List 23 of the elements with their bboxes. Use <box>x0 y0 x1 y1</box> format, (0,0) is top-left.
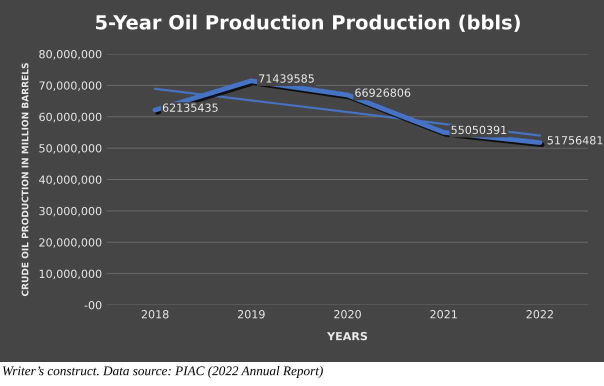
data-label: 66926806 <box>355 88 410 97</box>
y-tick-label: 10,000,000 <box>40 270 102 280</box>
x-tick-label: 2019 <box>238 310 265 318</box>
chart-title: 5-Year Oil Production Production (bbls) <box>96 14 520 32</box>
x-tick-label: 2018 <box>142 310 168 318</box>
y-tick-label: 20,000,000 <box>39 238 102 248</box>
x-tick-label: 2020 <box>334 310 361 318</box>
y-tick-label: -00 <box>84 300 102 310</box>
y-axis-title: CRUDE OIL PRODUCTION IN MILLION BARRELS <box>22 63 28 296</box>
data-label: 71439585 <box>259 74 314 83</box>
text: Writer’s construct. Data source: PIAC (2022 Annual Report) <box>2 366 323 378</box>
y-tick-label: 70,000,000 <box>39 81 102 91</box>
x-axis-title: YEARS <box>326 332 368 340</box>
y-tick-label: 30,000,000 <box>39 206 102 216</box>
y-tick-label: 60,000,000 <box>39 112 102 122</box>
y-tick-label: 40,000,000 <box>39 175 102 186</box>
x-tick-label: 2022 <box>526 310 553 318</box>
y-tick-label: 80,000,000 <box>39 50 102 60</box>
x-tick-label: 2021 <box>430 310 457 318</box>
y-tick-label: 50,000,000 <box>39 144 102 154</box>
data-label: 51756481 <box>548 136 602 144</box>
data-label: 55050391 <box>452 126 506 134</box>
data-label: 62135435 <box>162 103 218 112</box>
